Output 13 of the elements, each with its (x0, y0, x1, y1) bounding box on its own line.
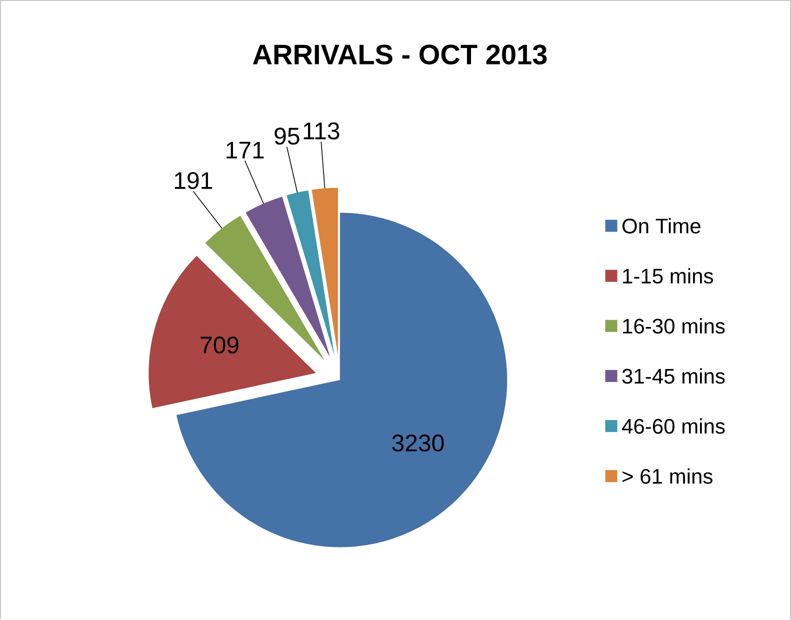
legend-label: 46-60 mins (622, 418, 725, 434)
legend-label: 1-15 mins (623, 268, 714, 284)
legend-label: 16-30 mins (623, 318, 725, 334)
data-label: 191 (174, 172, 212, 190)
legend-label: On Time (622, 218, 700, 234)
chart-title: ARRIVALS - OCT 2013 (252, 44, 547, 65)
data-label: 709 (200, 336, 238, 354)
legend-label: 31-45 mins (622, 368, 725, 384)
legend-label: > 61 mins (622, 468, 712, 484)
data-label: 3230 (392, 434, 444, 452)
data-label: 113 (304, 122, 340, 140)
data-label: 171 (226, 142, 264, 159)
data-label: 95 (274, 128, 300, 145)
